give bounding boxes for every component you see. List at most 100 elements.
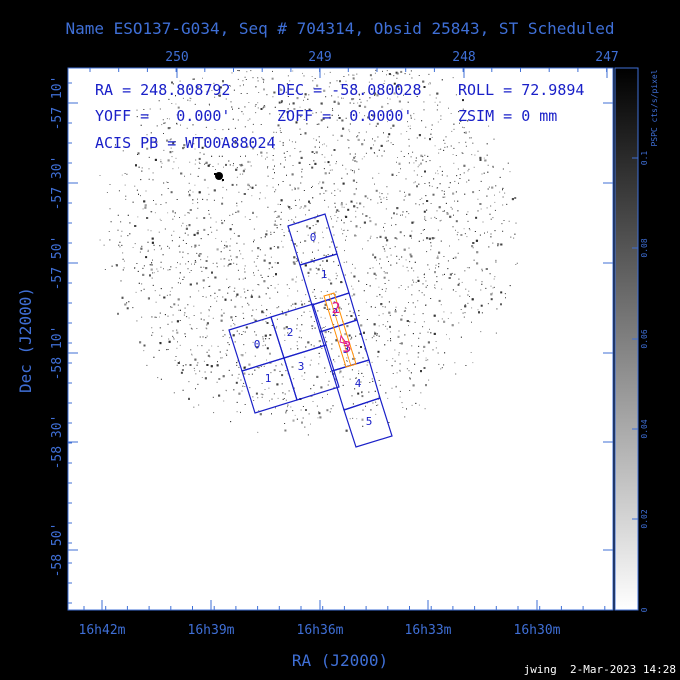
count-pixel — [458, 239, 460, 241]
count-pixel — [318, 411, 320, 413]
count-pixel — [323, 89, 326, 92]
count-pixel — [382, 306, 384, 308]
count-pixel — [467, 302, 469, 304]
count-pixel — [410, 117, 412, 119]
count-pixel — [349, 153, 351, 155]
count-pixel — [223, 247, 225, 249]
count-pixel — [313, 345, 315, 347]
count-pixel — [216, 300, 218, 302]
count-pixel — [172, 330, 174, 332]
count-pixel — [351, 113, 352, 115]
count-pixel — [120, 280, 122, 282]
count-pixel — [490, 236, 492, 238]
count-pixel — [324, 199, 326, 201]
count-pixel — [435, 172, 437, 174]
count-pixel — [480, 289, 482, 291]
count-pixel — [237, 377, 239, 379]
count-pixel — [278, 306, 280, 308]
count-pixel — [443, 364, 445, 366]
count-pixel — [281, 364, 283, 366]
count-pixel — [417, 276, 419, 278]
count-pixel — [296, 259, 299, 262]
count-pixel — [249, 219, 251, 220]
count-pixel — [340, 281, 343, 284]
count-pixel — [146, 217, 149, 219]
count-pixel — [263, 105, 266, 108]
count-pixel — [294, 302, 297, 305]
count-pixel — [354, 153, 356, 155]
count-pixel — [124, 303, 127, 306]
count-pixel — [216, 364, 219, 367]
count-pixel — [418, 404, 420, 406]
count-pixel — [399, 363, 401, 365]
count-pixel — [274, 172, 275, 174]
count-pixel — [159, 218, 161, 220]
count-pixel — [337, 139, 339, 141]
count-pixel — [210, 365, 213, 368]
count-pixel — [143, 109, 145, 110]
count-pixel — [355, 335, 357, 337]
count-pixel — [194, 184, 196, 186]
count-pixel — [216, 381, 218, 383]
count-pixel — [334, 301, 336, 303]
count-pixel — [493, 286, 495, 288]
count-pixel — [394, 349, 396, 351]
count-pixel — [283, 235, 285, 237]
count-pixel — [221, 357, 223, 359]
count-pixel — [247, 302, 249, 304]
count-pixel — [471, 321, 472, 323]
count-pixel — [376, 333, 378, 335]
count-pixel — [284, 429, 287, 432]
count-pixel — [423, 294, 425, 296]
count-pixel — [179, 361, 180, 363]
count-pixel — [465, 365, 467, 366]
count-pixel — [264, 334, 267, 337]
count-pixel — [200, 318, 202, 320]
count-pixel — [418, 164, 420, 166]
count-pixel — [462, 108, 464, 110]
count-pixel — [222, 129, 224, 131]
count-pixel — [184, 312, 186, 314]
count-pixel — [424, 183, 426, 184]
count-pixel — [434, 216, 436, 218]
count-pixel — [322, 268, 323, 270]
count-pixel — [464, 304, 466, 306]
count-pixel — [375, 413, 377, 415]
count-pixel — [288, 288, 290, 289]
count-pixel — [481, 283, 483, 285]
count-pixel — [443, 197, 445, 198]
count-pixel — [323, 143, 325, 145]
count-pixel — [258, 410, 260, 412]
count-pixel — [175, 95, 176, 97]
count-pixel — [343, 76, 345, 77]
count-pixel — [341, 206, 343, 208]
count-pixel — [342, 127, 345, 130]
count-pixel — [199, 336, 201, 338]
count-pixel — [134, 267, 136, 269]
count-pixel — [270, 233, 272, 235]
count-pixel — [146, 364, 148, 366]
count-pixel — [371, 361, 373, 363]
count-pixel — [182, 88, 184, 90]
count-pixel — [396, 213, 398, 215]
count-pixel — [376, 155, 378, 157]
count-pixel — [486, 195, 488, 197]
count-pixel — [176, 199, 178, 200]
count-pixel — [207, 277, 209, 278]
count-pixel — [401, 108, 403, 110]
count-pixel — [413, 113, 415, 115]
count-pixel — [258, 92, 260, 93]
count-pixel — [178, 167, 179, 169]
count-pixel — [222, 186, 224, 188]
count-pixel — [339, 372, 341, 374]
count-pixel — [195, 261, 197, 263]
count-pixel — [242, 173, 244, 175]
count-pixel — [440, 118, 442, 120]
count-pixel — [343, 229, 345, 231]
count-pixel — [431, 237, 434, 240]
count-pixel — [260, 274, 262, 276]
count-pixel — [432, 349, 434, 351]
count-pixel — [242, 113, 244, 115]
count-pixel — [411, 284, 413, 286]
count-pixel — [462, 99, 464, 102]
